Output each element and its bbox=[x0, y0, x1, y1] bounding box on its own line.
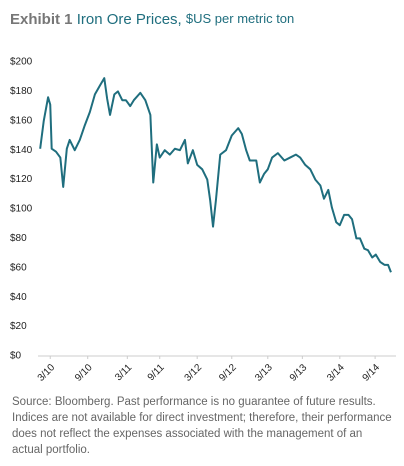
chart-title: Exhibit 1 Iron Ore Prices, $US per metri… bbox=[10, 11, 294, 28]
y-tick-label: $140 bbox=[10, 145, 33, 156]
x-tick-label: 3/11 bbox=[113, 362, 134, 383]
y-tick-label: $100 bbox=[10, 204, 33, 215]
source-note: Source: Bloomberg. Past performance is n… bbox=[12, 396, 392, 456]
x-tick-label: 3/12 bbox=[183, 362, 205, 384]
x-tick-label: 9/10 bbox=[73, 362, 95, 384]
y-tick-label: $200 bbox=[10, 57, 33, 68]
x-tick-label: 3/13 bbox=[253, 362, 275, 384]
y-tick-label: $80 bbox=[10, 233, 27, 244]
x-tick-label: 9/14 bbox=[361, 362, 383, 384]
x-tick-label: 3/14 bbox=[325, 362, 347, 384]
y-tick-label: $40 bbox=[10, 292, 27, 303]
subtitle: $US per metric ton bbox=[186, 11, 294, 26]
y-tick-label: $120 bbox=[10, 174, 33, 185]
price-line bbox=[39, 77, 392, 273]
x-tick-label: 3/10 bbox=[36, 362, 58, 384]
title-label: Exhibit 1 bbox=[10, 11, 73, 28]
y-tick-label: $0 bbox=[10, 351, 22, 362]
y-tick-label: $20 bbox=[10, 321, 27, 332]
y-tick-label: $60 bbox=[10, 262, 27, 273]
x-tick-label: 9/11 bbox=[146, 362, 167, 383]
chart: Exhibit 1 Iron Ore Prices, $US per metri… bbox=[10, 11, 396, 384]
y-tick-label: $180 bbox=[10, 86, 33, 97]
x-tick-label: 9/13 bbox=[288, 362, 310, 384]
title-main: Iron Ore Prices, bbox=[77, 11, 182, 28]
y-tick-label: $160 bbox=[10, 115, 33, 126]
x-tick-label: 9/12 bbox=[217, 362, 239, 384]
